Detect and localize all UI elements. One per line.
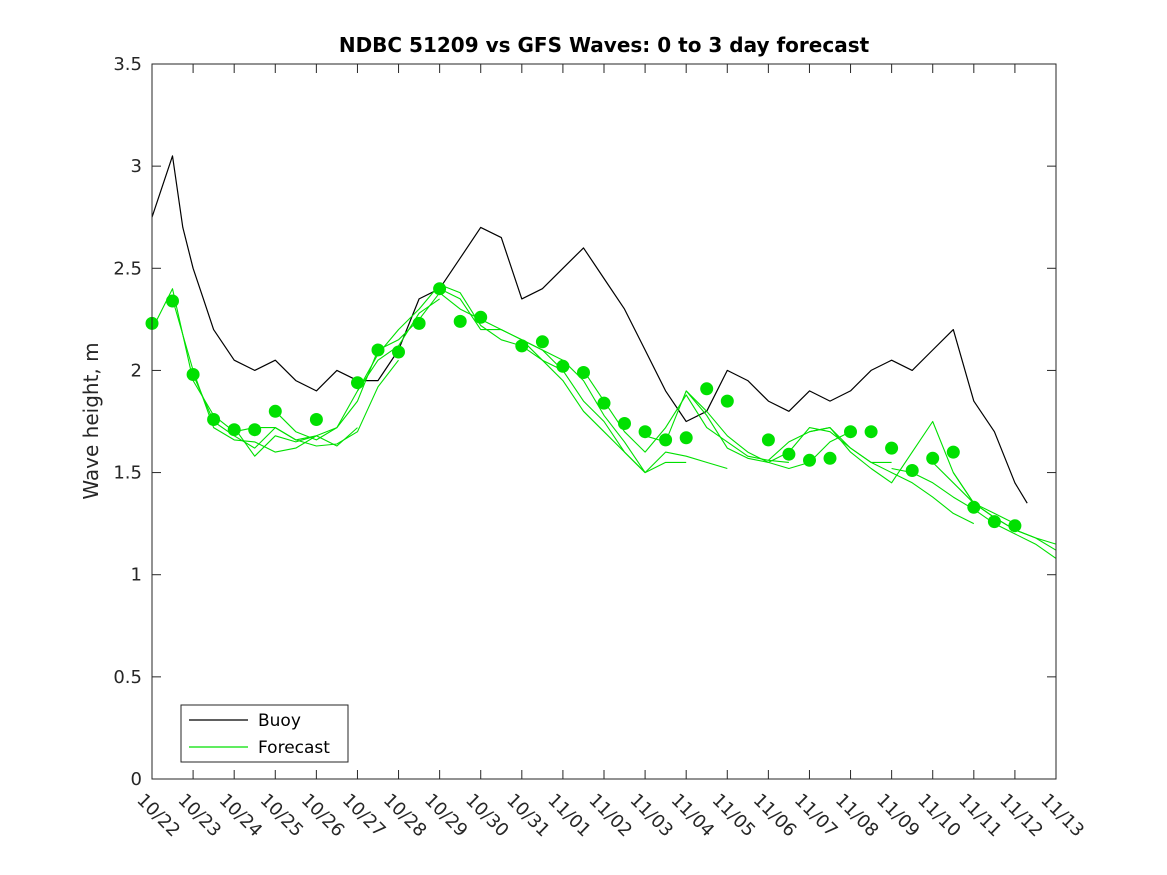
forecast-series-line-14 [809,420,1016,525]
forecast-point-3 [207,413,221,426]
forecast-series-line-9 [521,339,728,474]
y-tick-label: 0.5 [113,667,142,688]
forecast-point-17 [556,359,570,373]
forecast-point-11 [412,316,426,330]
forecast-point-4 [227,423,241,437]
forecast-point-18 [577,366,590,379]
forecast-point-16 [535,335,549,349]
forecast-point-37 [987,515,1001,529]
legend: Buoy Forecast [180,704,349,763]
forecast-point-33 [905,464,919,477]
forecast-point-8 [351,376,364,390]
y-tick-label: 3 [131,156,142,177]
legend-buoy-label: Buoy [258,711,301,731]
y-tick-label: 2 [131,360,142,381]
forecast-point-9 [371,343,385,357]
forecast-point-20 [618,417,631,430]
y-tick-label: 3.5 [113,54,142,75]
chart-title: NDBC 51209 vs GFS Waves: 0 to 3 day fore… [339,33,870,57]
forecast-point-10 [392,345,405,359]
forecast-point-25 [720,394,734,408]
series-layer [151,155,1057,559]
forecast-series-line-13 [768,427,975,525]
forecast-point-21 [638,425,652,439]
marker-layer [145,282,1022,533]
forecast-point-5 [248,423,262,437]
legend-box [180,704,349,763]
forecast-series-line-10 [583,370,789,463]
forecast-point-13 [453,314,467,328]
forecast-series-line-17 [952,472,1057,551]
forecast-point-28 [803,453,816,467]
forecast-point-38 [1008,519,1022,533]
forecast-series-line-3 [192,359,399,449]
forecast-point-36 [967,500,981,514]
forecast-point-6 [268,404,282,418]
forecast-point-22 [659,433,673,447]
forecast-series-line-8 [480,318,687,474]
forecast-point-29 [823,451,837,465]
forecast-point-34 [926,451,940,465]
y-axis: 0 0.5 1 1.5 2 2.5 3 3.5 [113,54,1056,790]
forecast-point-32 [885,441,899,455]
y-tick-label: 1.5 [113,463,142,484]
buoy-series-line [151,155,1028,504]
forecast-point-24 [700,382,714,396]
y-axis-label: Wave height, m [79,342,103,499]
forecast-series-line-6 [357,284,564,392]
forecast-point-12 [433,282,447,296]
forecast-point-1 [166,294,179,308]
forecast-point-19 [597,396,611,410]
forecast-point-35 [946,445,960,459]
forecast-point-7 [309,413,323,426]
forecast-point-2 [186,368,200,381]
forecast-point-26 [761,433,775,447]
forecast-point-15 [515,339,529,353]
forecast-point-23 [679,431,693,445]
y-tick-label: 0 [131,769,142,790]
forecast-series-line-11 [644,390,851,470]
y-tick-label: 2.5 [113,258,142,279]
forecast-point-30 [844,425,857,439]
y-tick-label: 1 [131,565,142,586]
forecast-point-14 [474,310,488,324]
forecast-point-27 [782,447,796,461]
legend-forecast-label: Forecast [258,738,330,758]
forecast-point-31 [864,425,878,439]
